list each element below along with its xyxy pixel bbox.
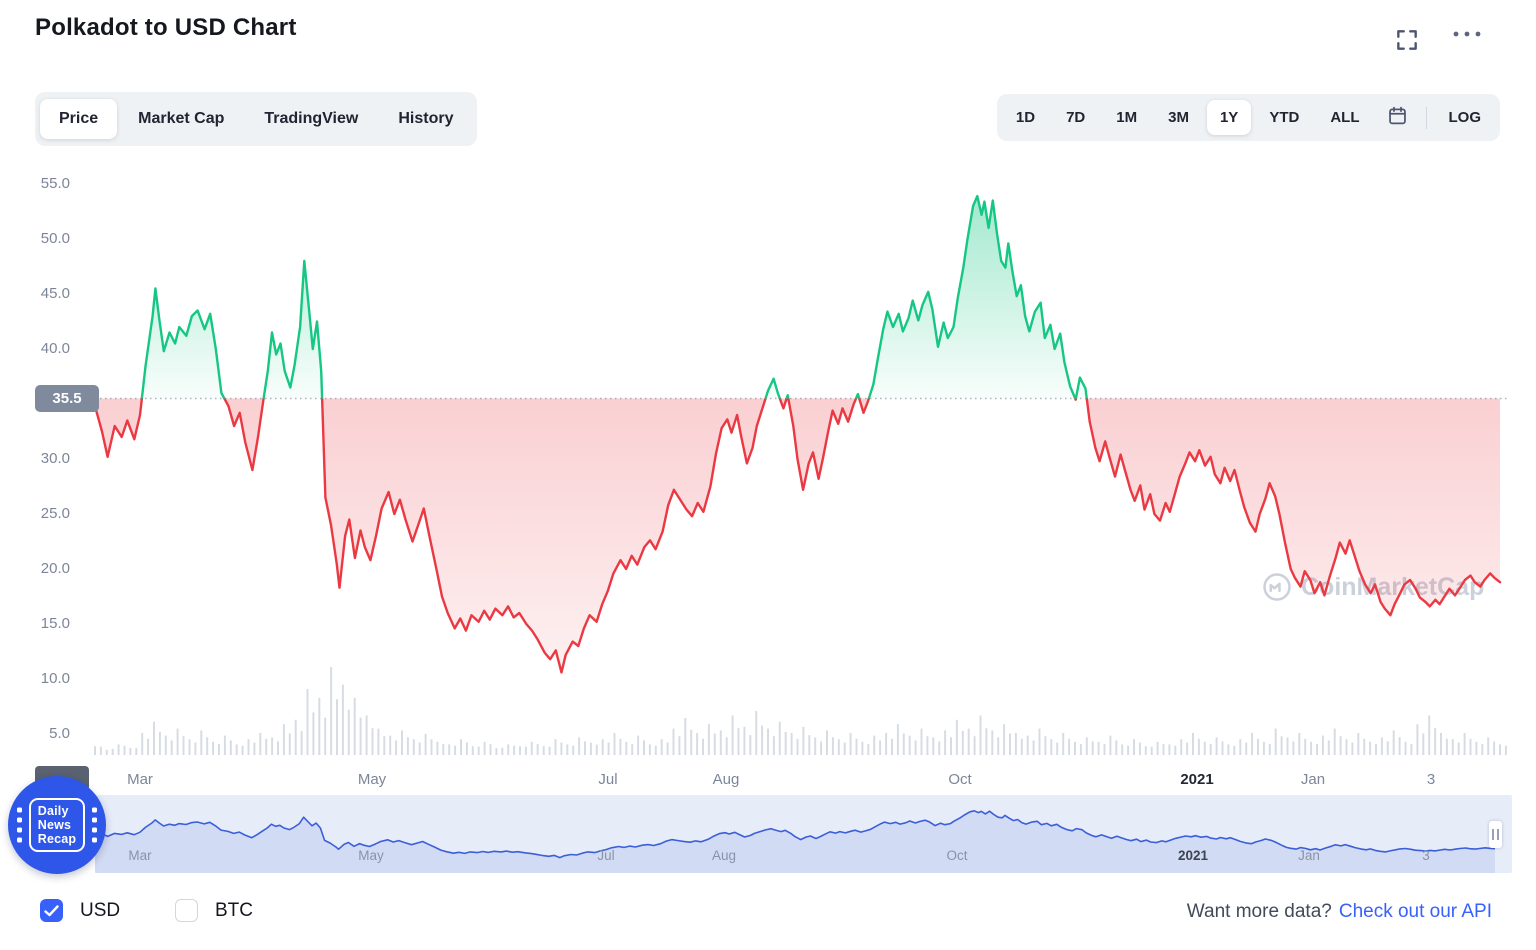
- news-badge-line2: News: [37, 818, 72, 832]
- calendar-icon: [1388, 106, 1406, 125]
- btc-checkbox[interactable]: [175, 899, 198, 922]
- calendar-button[interactable]: [1378, 98, 1417, 137]
- chart-tabs: Price Market Cap TradingView History: [35, 92, 478, 146]
- api-link[interactable]: Check out our API: [1338, 901, 1492, 922]
- range-3m[interactable]: 3M: [1155, 100, 1202, 135]
- range-1d[interactable]: 1D: [1003, 100, 1048, 135]
- range-all[interactable]: ALL: [1317, 100, 1372, 135]
- range-1m[interactable]: 1M: [1103, 100, 1150, 135]
- checkmark-icon: [44, 904, 59, 916]
- usd-checkbox[interactable]: [40, 899, 63, 922]
- daily-news-recap-badge[interactable]: Daily News Recap: [8, 776, 106, 874]
- news-badge-line1: Daily: [37, 804, 69, 818]
- btc-label: BTC: [215, 899, 253, 921]
- filmstrip-icon: [92, 807, 97, 843]
- fullscreen-icon: [1397, 30, 1417, 50]
- chart-navigator[interactable]: Mar May Jul Aug Oct 2021 Jan 3: [95, 795, 1512, 873]
- news-badge-text: Daily News Recap: [28, 798, 86, 852]
- log-scale-button[interactable]: LOG: [1436, 100, 1495, 135]
- navigator-resize-handle[interactable]: [1489, 821, 1502, 848]
- tab-history[interactable]: History: [379, 99, 472, 139]
- api-prompt: Want more data? Check out our API: [1187, 901, 1492, 923]
- navigator-chart: [95, 810, 1496, 873]
- usd-toggle[interactable]: USD: [40, 899, 120, 922]
- tab-market-cap[interactable]: Market Cap: [119, 99, 243, 139]
- coinmarketcap-logo-icon: [1263, 573, 1291, 601]
- range-selector: 1D 7D 1M 3M 1Y YTD ALL LOG: [996, 94, 1500, 141]
- fullscreen-button[interactable]: [1394, 27, 1420, 53]
- news-badge-line3: Recap: [37, 832, 77, 846]
- page-title: Polkadot to USD Chart: [35, 14, 297, 41]
- filmstrip-icon: [17, 807, 22, 843]
- btc-toggle[interactable]: BTC: [175, 899, 253, 922]
- more-data-text: Want more data?: [1186, 901, 1332, 922]
- tab-price[interactable]: Price: [40, 99, 118, 139]
- range-7d[interactable]: 7D: [1053, 100, 1098, 135]
- more-options-button[interactable]: [1452, 30, 1482, 38]
- range-ytd[interactable]: YTD: [1256, 100, 1312, 135]
- range-1y[interactable]: 1Y: [1206, 100, 1252, 135]
- range-divider: [1425, 106, 1427, 129]
- usd-label: USD: [80, 899, 121, 921]
- current-price-badge: 35.5: [35, 385, 99, 412]
- ellipsis-icon: [1453, 31, 1481, 37]
- tab-tradingview[interactable]: TradingView: [245, 99, 377, 139]
